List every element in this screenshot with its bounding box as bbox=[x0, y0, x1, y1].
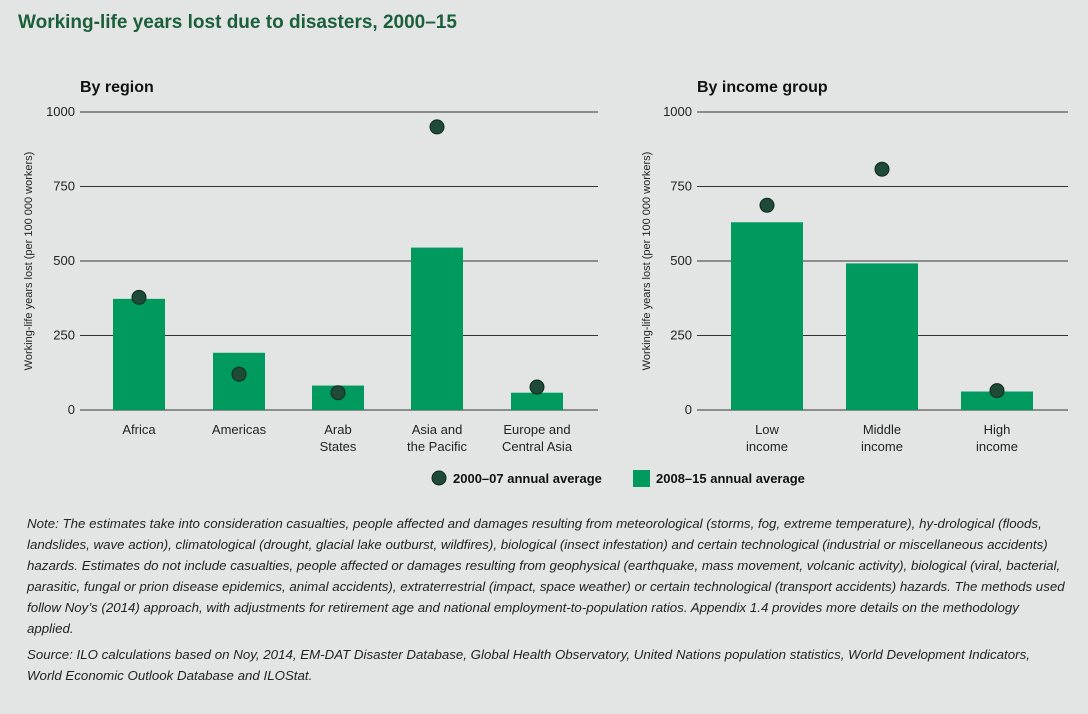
category-label: income bbox=[976, 439, 1018, 454]
category-label: Africa bbox=[122, 422, 156, 437]
category-label: income bbox=[746, 439, 788, 454]
source-text: Source: ILO calculations based on Noy, 2… bbox=[27, 647, 1030, 683]
bar bbox=[961, 391, 1033, 410]
y-tick-label: 500 bbox=[670, 253, 692, 268]
chart-area: By region 0 250 500 750 1000 Working-life year… bbox=[23, 79, 1068, 487]
panel-title: By region bbox=[80, 79, 154, 96]
note-text: Note: The estimates take into considerat… bbox=[27, 516, 1065, 636]
legend: 2000–07 annual average 2008–15 annual ave… bbox=[431, 470, 805, 487]
y-tick-label: 1000 bbox=[663, 104, 692, 119]
y-tick-label: 250 bbox=[670, 328, 692, 343]
y-tick-label: 0 bbox=[685, 402, 692, 417]
legend-dot-label: 2000–07 annual average bbox=[453, 471, 602, 486]
category-label: Arab bbox=[324, 422, 351, 437]
bar bbox=[846, 263, 918, 410]
y-tick-label: 1000 bbox=[46, 104, 75, 119]
category-label: States bbox=[320, 439, 357, 454]
notes-block: Note: The estimates take into considerat… bbox=[27, 513, 1067, 691]
income-chart: By income group 0 250 500 750 1000 Working-lif… bbox=[641, 79, 1068, 454]
dot-marker bbox=[330, 385, 346, 401]
dot-marker bbox=[874, 161, 890, 177]
bar bbox=[113, 298, 165, 410]
y-tick-label: 250 bbox=[53, 328, 75, 343]
panel-title: By income group bbox=[697, 79, 828, 96]
category-label: Americas bbox=[212, 422, 267, 437]
bar bbox=[411, 247, 463, 410]
category-label: Asia and bbox=[412, 422, 463, 437]
category-label: the Pacific bbox=[407, 439, 467, 454]
category-label: income bbox=[861, 439, 903, 454]
bar bbox=[511, 392, 563, 410]
category-label: Europe and bbox=[503, 422, 570, 437]
y-axis-label: Working-life years lost (per 100 000 wor… bbox=[641, 152, 653, 371]
legend-bar-label: 2008–15 annual average bbox=[656, 471, 805, 486]
y-tick-label: 500 bbox=[53, 253, 75, 268]
y-axis-label: Working-life years lost (per 100 000 wor… bbox=[23, 152, 35, 371]
category-label: Central Asia bbox=[502, 439, 573, 454]
dot-marker bbox=[989, 383, 1005, 399]
dot-marker bbox=[231, 366, 247, 382]
legend-bar-swatch bbox=[633, 470, 650, 487]
y-tick-label: 0 bbox=[68, 402, 75, 417]
dot-marker bbox=[429, 119, 445, 135]
bar bbox=[731, 222, 803, 410]
y-tick-label: 750 bbox=[670, 179, 692, 194]
y-tick-label: 750 bbox=[53, 179, 75, 194]
category-label: High bbox=[984, 422, 1011, 437]
dot-marker bbox=[131, 289, 147, 305]
legend-dot-swatch bbox=[431, 470, 447, 486]
category-label: Middle bbox=[863, 422, 901, 437]
dot-marker bbox=[529, 379, 545, 395]
category-label: Low bbox=[755, 422, 779, 437]
dot-marker bbox=[759, 197, 775, 213]
figure-title: Working-life years lost due to disasters… bbox=[18, 12, 457, 33]
region-chart: By region 0 250 500 750 1000 Working-life year… bbox=[23, 79, 598, 454]
